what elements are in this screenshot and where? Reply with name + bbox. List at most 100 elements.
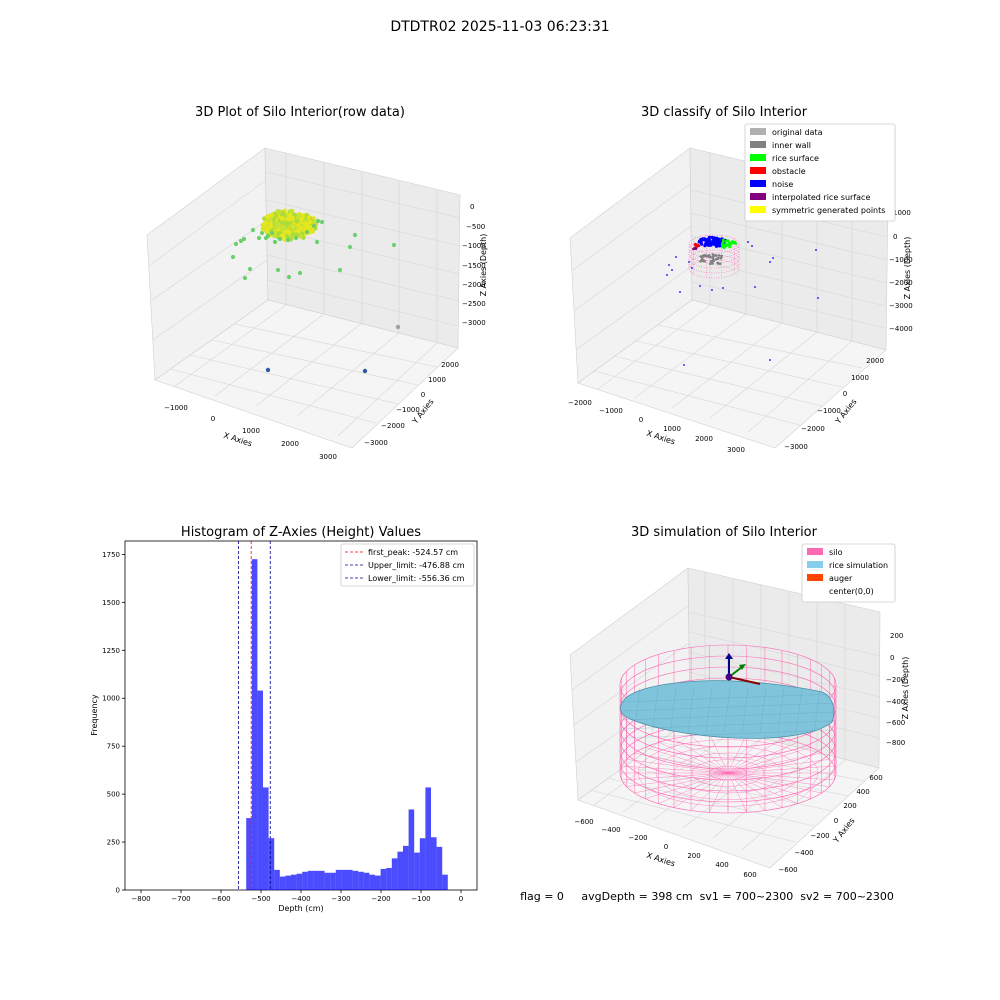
histogram-x-tick-8: 0 [459, 895, 463, 903]
classify-legend-swatch-6 [750, 206, 766, 213]
histogram-bar-33 [431, 837, 437, 890]
histogram-bar-9 [296, 873, 303, 890]
classify-point-183 [711, 289, 713, 291]
histogram-bars [246, 559, 448, 890]
classify-legend-swatch-4 [750, 180, 766, 187]
simulation-z-tick-0: 200 [890, 632, 903, 640]
raw-point-427 [272, 239, 278, 245]
raw-point-440 [275, 267, 281, 273]
raw-x-tick-4: 3000 [319, 453, 337, 461]
histogram-bar-29 [408, 809, 415, 890]
histogram-bar-14 [324, 872, 331, 890]
histogram-y-tick-4: 1000 [102, 695, 120, 703]
histogram-plot-area [124, 540, 478, 891]
classify-point-124 [713, 254, 717, 257]
auger-x-arrow [728, 676, 761, 685]
raw-x-tick-1: 0 [211, 415, 215, 423]
classify-point-114 [716, 256, 720, 260]
simulation-z-tick-4: −600 [886, 719, 905, 727]
simulation-legend-label-2: auger [829, 574, 853, 583]
classify-legend-label-3: obstacle [772, 167, 806, 176]
rice-mesh-line-4 [687, 687, 695, 734]
raw-point-435 [314, 239, 320, 245]
classify-x-tick-3: 1000 [663, 425, 681, 433]
simulation-z-tick-3: −400 [886, 698, 905, 706]
classify-point-179 [769, 261, 771, 263]
classify-point-191 [666, 274, 668, 276]
simulation-x-tick-1: −400 [601, 826, 620, 834]
simulation-y-tick-1: −400 [794, 849, 813, 857]
classify-point-88 [713, 238, 717, 242]
raw-x-tick-2: 1000 [242, 427, 260, 435]
simulation-y-tick-6: 600 [869, 774, 882, 782]
rice-mesh-line-9 [777, 687, 785, 734]
classify-legend-label-0: original data [772, 128, 823, 137]
raw-point-394 [298, 225, 304, 231]
raw-point-402 [290, 215, 295, 220]
classify-y-tick-1: −2000 [801, 425, 825, 433]
status-line: flag = 0 avgDepth = 398 cm sv1 = 700~230… [520, 890, 894, 903]
simulation-legend-swatch-3 [807, 587, 823, 594]
classify-point-175 [675, 256, 677, 258]
classify-z-axis-label: Z Axies (Depth) [903, 237, 912, 300]
raw-point-417 [288, 223, 294, 229]
histogram-y-tick-6: 1500 [102, 599, 120, 607]
raw-y-tick-3: 0 [421, 391, 425, 399]
histogram-bar-3 [263, 787, 269, 890]
raw-point-cloud [230, 208, 401, 374]
classify-point-95 [707, 253, 711, 257]
classify-point-70 [706, 242, 710, 246]
raw-point-419 [289, 209, 294, 214]
histogram-bar-20 [358, 871, 364, 890]
simulation-x-tick-3: 0 [664, 843, 668, 851]
classify-point-106 [718, 262, 722, 266]
histogram-bar-35 [442, 874, 448, 890]
classify-point-72 [711, 242, 715, 246]
histogram-legend: first_peak: -524.57 cm Upper_limit: -476.… [340, 543, 475, 587]
classify-point-184 [722, 287, 724, 289]
raw-point-364 [290, 232, 296, 237]
histogram-legend-label-1: Upper_limit: -476.88 cm [368, 561, 465, 570]
classify-legend-box [744, 123, 896, 222]
raw-point-391 [264, 229, 269, 234]
histogram-x-tick-1: −700 [171, 895, 190, 903]
classify-point-122 [720, 254, 723, 258]
raw-point-386 [295, 228, 301, 234]
histogram-y-tick-1: 250 [107, 839, 120, 847]
histogram-x-tick-7: −100 [411, 895, 430, 903]
raw-point-412 [275, 222, 280, 228]
silo-floor-ring-1 [709, 766, 747, 780]
classify-point-163 [692, 247, 695, 251]
histogram-bar-12 [313, 870, 319, 890]
classify-point-123 [709, 255, 712, 259]
raw-z-tick-4: −2000 [462, 281, 486, 289]
histogram-panel: Histogram of Z-Axies (Height) Values −80… [90, 525, 478, 913]
histogram-bar-1 [251, 559, 258, 890]
histogram-bar-11 [307, 870, 314, 890]
histogram-bar-4 [268, 838, 275, 890]
rice-mesh-line-10 [795, 687, 803, 734]
simulation-y-tick-4: 200 [843, 802, 856, 810]
raw-point-390 [294, 232, 300, 237]
classify-point-180 [772, 257, 774, 259]
histogram-bar-32 [425, 787, 431, 890]
classify-silo-ring-5 [688, 259, 740, 279]
classify-z-tick-1: 0 [893, 233, 897, 241]
raw-point-441 [286, 274, 292, 280]
raw-y-tick-1: −2000 [381, 422, 405, 430]
histogram-bar-10 [302, 871, 308, 890]
classify-y-tick-5: 2000 [866, 357, 884, 365]
raw-gridlines [149, 153, 461, 437]
raw-point-398 [307, 224, 312, 229]
simulation-y-tick-0: −600 [778, 866, 797, 874]
rice-mesh-line-8 [759, 687, 767, 734]
raw-point-389 [269, 213, 275, 218]
raw-point-449 [265, 367, 271, 373]
histogram-y-tick-3: 750 [107, 743, 120, 751]
classify-legend-swatch-3 [750, 167, 766, 174]
classify-legend-swatch-2 [750, 154, 766, 161]
raw-point-397 [263, 220, 269, 226]
raw-point-438 [230, 254, 236, 260]
classify-point-81 [707, 237, 711, 241]
